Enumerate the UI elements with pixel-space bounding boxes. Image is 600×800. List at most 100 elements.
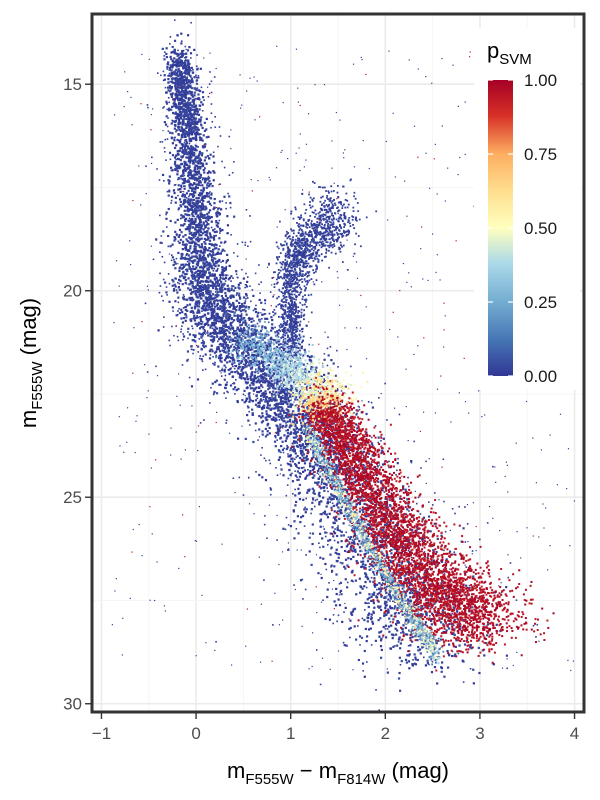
scatter-point bbox=[190, 385, 194, 388]
scatter-point bbox=[256, 390, 259, 394]
scatter-point bbox=[182, 182, 185, 185]
scatter-point bbox=[242, 296, 246, 299]
scatter-point bbox=[193, 149, 197, 152]
scatter-point bbox=[292, 450, 295, 453]
scatter-point bbox=[280, 386, 284, 389]
scatter-point bbox=[221, 369, 224, 372]
scatter-point bbox=[183, 179, 186, 182]
scatter-point bbox=[238, 328, 241, 331]
scatter-point bbox=[465, 594, 468, 597]
scatter-point bbox=[317, 431, 321, 434]
scatter-point bbox=[238, 329, 241, 333]
scatter-point bbox=[329, 425, 332, 429]
scatter-point bbox=[326, 595, 329, 599]
scatter-point bbox=[180, 88, 184, 91]
scatter-point bbox=[190, 270, 193, 273]
scatter-point bbox=[185, 130, 188, 134]
scatter-point bbox=[197, 249, 200, 253]
scatter-point bbox=[171, 59, 174, 62]
scatter-point bbox=[370, 442, 374, 445]
scatter-point bbox=[344, 385, 347, 388]
scatter-point bbox=[196, 97, 199, 100]
scatter-point bbox=[194, 279, 197, 282]
scatter-point bbox=[291, 449, 294, 452]
scatter-point bbox=[224, 292, 227, 295]
scatter-point bbox=[223, 320, 226, 323]
scatter-point bbox=[213, 247, 216, 250]
scatter-point bbox=[170, 87, 173, 90]
scatter-point bbox=[208, 246, 211, 250]
scatter-point bbox=[321, 537, 324, 540]
scatter-point bbox=[331, 403, 334, 406]
scatter-point bbox=[398, 579, 401, 583]
scatter-point bbox=[266, 348, 269, 351]
scatter-point bbox=[364, 572, 367, 576]
scatter-point bbox=[183, 165, 186, 168]
scatter-point bbox=[224, 325, 227, 328]
scatter-point bbox=[172, 288, 176, 291]
scatter-point bbox=[273, 404, 276, 407]
scatter-point bbox=[203, 213, 206, 217]
scatter-point bbox=[206, 277, 209, 280]
scatter-point bbox=[206, 268, 209, 271]
scatter-point bbox=[294, 452, 297, 455]
scatter-point bbox=[241, 398, 244, 402]
scatter-point bbox=[381, 531, 384, 534]
scatter-point bbox=[252, 389, 255, 392]
scatter-point bbox=[285, 387, 288, 390]
scatter-point bbox=[236, 400, 239, 404]
scatter-point bbox=[363, 566, 366, 569]
scatter-point bbox=[248, 400, 251, 403]
scatter-point bbox=[236, 437, 240, 440]
scatter-point bbox=[350, 571, 353, 574]
scatter-point bbox=[193, 307, 197, 310]
scatter-point bbox=[440, 534, 443, 537]
scatter-point bbox=[401, 587, 404, 590]
scatter-point bbox=[291, 412, 294, 415]
scatter-point bbox=[287, 548, 290, 551]
scatter-point bbox=[262, 364, 265, 367]
scatter-point bbox=[177, 118, 181, 122]
scatter-point bbox=[180, 42, 183, 45]
scatter-point bbox=[332, 535, 335, 538]
scatter-point bbox=[257, 311, 260, 315]
scatter-point bbox=[179, 114, 182, 117]
scatter-point bbox=[280, 468, 283, 471]
scatter-point bbox=[226, 296, 229, 300]
scatter-point bbox=[215, 212, 218, 215]
scatter-point bbox=[180, 50, 184, 53]
scatter-point bbox=[323, 510, 327, 513]
scatter-point bbox=[390, 624, 393, 627]
scatter-point bbox=[194, 212, 198, 215]
scatter-point bbox=[215, 350, 218, 353]
scatter-point bbox=[274, 312, 277, 315]
scatter-point bbox=[223, 307, 226, 310]
scatter-point bbox=[212, 207, 215, 211]
scatter-point bbox=[197, 193, 200, 197]
scatter-point bbox=[191, 233, 194, 237]
scatter-point bbox=[280, 406, 283, 409]
scatter-point bbox=[361, 508, 364, 512]
scatter-point bbox=[202, 199, 205, 203]
scatter-point bbox=[407, 620, 410, 623]
scatter-point bbox=[280, 391, 283, 394]
scatter-point bbox=[388, 630, 391, 633]
scatter-point bbox=[190, 241, 194, 244]
scatter-point bbox=[273, 411, 276, 415]
scatter-point bbox=[197, 181, 201, 184]
scatter-point bbox=[408, 591, 412, 595]
scatter-point bbox=[351, 443, 355, 446]
scatter-point bbox=[250, 332, 253, 335]
scatter-point bbox=[175, 79, 178, 82]
scatter-point bbox=[387, 611, 390, 614]
scatter-point bbox=[233, 382, 236, 385]
scatter-point bbox=[211, 303, 214, 306]
scatter-point bbox=[292, 445, 295, 448]
scatter-point bbox=[220, 208, 223, 211]
scatter-point bbox=[395, 633, 398, 636]
scatter-point bbox=[278, 456, 281, 459]
scatter-point bbox=[411, 587, 414, 591]
scatter-point bbox=[181, 243, 184, 246]
scatter-point bbox=[313, 474, 316, 477]
scatter-point bbox=[241, 351, 244, 355]
